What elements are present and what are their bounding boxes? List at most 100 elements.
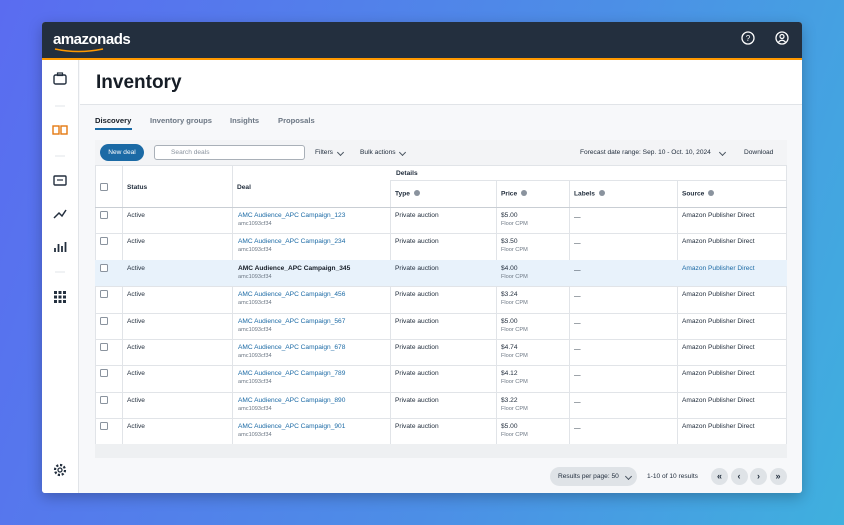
- tab[interactable]: Proposals: [278, 116, 315, 125]
- price: $5.00: [501, 317, 518, 325]
- new-deal-button[interactable]: New deal: [100, 144, 144, 161]
- source: Amazon Publisher Direct: [682, 396, 755, 404]
- sidebar-icons[interactable]: [52, 72, 68, 332]
- row-checkbox[interactable]: [100, 290, 108, 299]
- hline: [95, 233, 787, 235]
- price: $5.00: [501, 212, 518, 219]
- deal-id: amc1093cf34: [238, 221, 272, 227]
- deal-type: Private auction: [395, 423, 439, 431]
- labels: —: [574, 398, 581, 406]
- source: Amazon Publisher Direct: [682, 423, 755, 431]
- price: $3.24: [501, 291, 518, 299]
- labels: —: [574, 346, 581, 353]
- row-checkbox[interactable]: [100, 369, 108, 378]
- deal-link[interactable]: AMC Audience_APC Campaign_234: [238, 238, 346, 246]
- header-checkbox[interactable]: [100, 183, 108, 191]
- column-header: Type: [395, 190, 420, 198]
- app-window: amazonads ? Inventory Discovery Inventory…: [42, 22, 802, 493]
- column-divider: [677, 180, 678, 444]
- svg-text:?: ?: [746, 34, 751, 43]
- row-checkbox[interactable]: [100, 237, 108, 246]
- deal-link[interactable]: AMC Audience_APC Campaign_345: [238, 264, 351, 272]
- forecast-range[interactable]: Forecast date range: Sep. 10 - Oct. 10, …: [580, 149, 711, 156]
- deal-id: amc1093cf34: [238, 353, 272, 359]
- info-icon[interactable]: [708, 190, 715, 196]
- hline: [95, 418, 787, 420]
- tab[interactable]: Insights: [230, 116, 260, 125]
- source: Amazon Publisher Direct: [682, 291, 755, 299]
- page-header: [80, 60, 802, 105]
- labels: —: [574, 214, 581, 221]
- info-icon[interactable]: [598, 190, 605, 196]
- hline: [95, 365, 787, 367]
- labels: —: [574, 425, 581, 433]
- column-divider: [390, 180, 391, 444]
- row-highlight: [95, 259, 787, 287]
- download-button[interactable]: Download: [744, 149, 774, 156]
- status: Active: [127, 291, 145, 299]
- price: $3.22: [501, 396, 518, 404]
- column-divider: [232, 166, 233, 444]
- page-button[interactable]: ‹: [730, 468, 748, 485]
- column-header: Status: [127, 184, 148, 191]
- details-group-header: Details: [396, 170, 418, 177]
- price: $5.00: [501, 423, 518, 431]
- price-note: Floor CPM: [501, 300, 528, 307]
- account-icon[interactable]: [774, 30, 790, 46]
- column-header: Price: [501, 190, 528, 198]
- page-button[interactable]: «: [711, 468, 728, 485]
- row-checkbox[interactable]: [100, 211, 108, 219]
- deal-type: Private auction: [395, 291, 439, 299]
- price-note: Floor CPM: [501, 353, 528, 359]
- row-checkbox[interactable]: [100, 395, 108, 404]
- help-icon[interactable]: ?: [740, 30, 756, 46]
- column-header: Labels: [574, 190, 605, 198]
- price-note: Floor CPM: [501, 221, 528, 227]
- logo-smile: [54, 48, 104, 53]
- results-count: 1-10 of 10 results: [647, 473, 698, 480]
- hline: [95, 286, 787, 288]
- info-icon[interactable]: [413, 190, 420, 196]
- tab[interactable]: Discovery: [95, 116, 132, 125]
- row-checkbox[interactable]: [100, 316, 108, 325]
- bulk-actions-dropdown[interactable]: Bulk actions: [360, 149, 396, 156]
- accent-line: [42, 58, 802, 60]
- price: $3.50: [501, 238, 518, 246]
- deal-link[interactable]: AMC Audience_APC Campaign_567: [238, 317, 346, 325]
- top-bar: [42, 22, 802, 58]
- deal-id: amc1093cf34: [238, 273, 272, 280]
- hline: [390, 180, 787, 181]
- deal-link[interactable]: AMC Audience_APC Campaign_901: [238, 423, 346, 431]
- per-page-dropdown[interactable]: Results per page: 50: [550, 467, 637, 486]
- price: $4.74: [501, 344, 518, 351]
- source: Amazon Publisher Direct: [682, 238, 755, 246]
- price-note: Floor CPM: [501, 405, 528, 412]
- row-checkbox[interactable]: [100, 343, 108, 351]
- tab[interactable]: Inventory groups: [150, 116, 213, 125]
- deal-link[interactable]: AMC Audience_APC Campaign_456: [238, 291, 346, 299]
- logo[interactable]: amazonads: [53, 31, 131, 48]
- price: $4.12: [501, 370, 518, 378]
- page-button[interactable]: »: [769, 468, 787, 485]
- tab-underline: [95, 128, 132, 130]
- deal-link[interactable]: AMC Audience_APC Campaign_789: [238, 370, 346, 378]
- info-icon[interactable]: [521, 190, 528, 196]
- deal-link[interactable]: AMC Audience_APC Campaign_890: [238, 396, 346, 404]
- price-note: Floor CPM: [501, 432, 528, 439]
- status: Active: [127, 370, 145, 378]
- status: Active: [127, 423, 145, 431]
- deal-link[interactable]: AMC Audience_APC Campaign_678: [238, 344, 346, 351]
- page-button[interactable]: ›: [750, 468, 767, 485]
- settings-icon[interactable]: [52, 462, 68, 478]
- filters-dropdown[interactable]: Filters: [315, 149, 333, 156]
- status: Active: [127, 396, 145, 404]
- price-note: Floor CPM: [501, 326, 528, 333]
- row-checkbox[interactable]: [100, 263, 108, 272]
- row-checkbox[interactable]: [100, 422, 108, 431]
- deal-id: amc1093cf34: [238, 379, 272, 386]
- deal-link[interactable]: AMC Audience_APC Campaign_123: [238, 212, 346, 219]
- search-input[interactable]: [154, 145, 305, 160]
- deal-type: Private auction: [395, 344, 439, 351]
- hline: [95, 312, 787, 314]
- deal-type: Private auction: [395, 396, 439, 404]
